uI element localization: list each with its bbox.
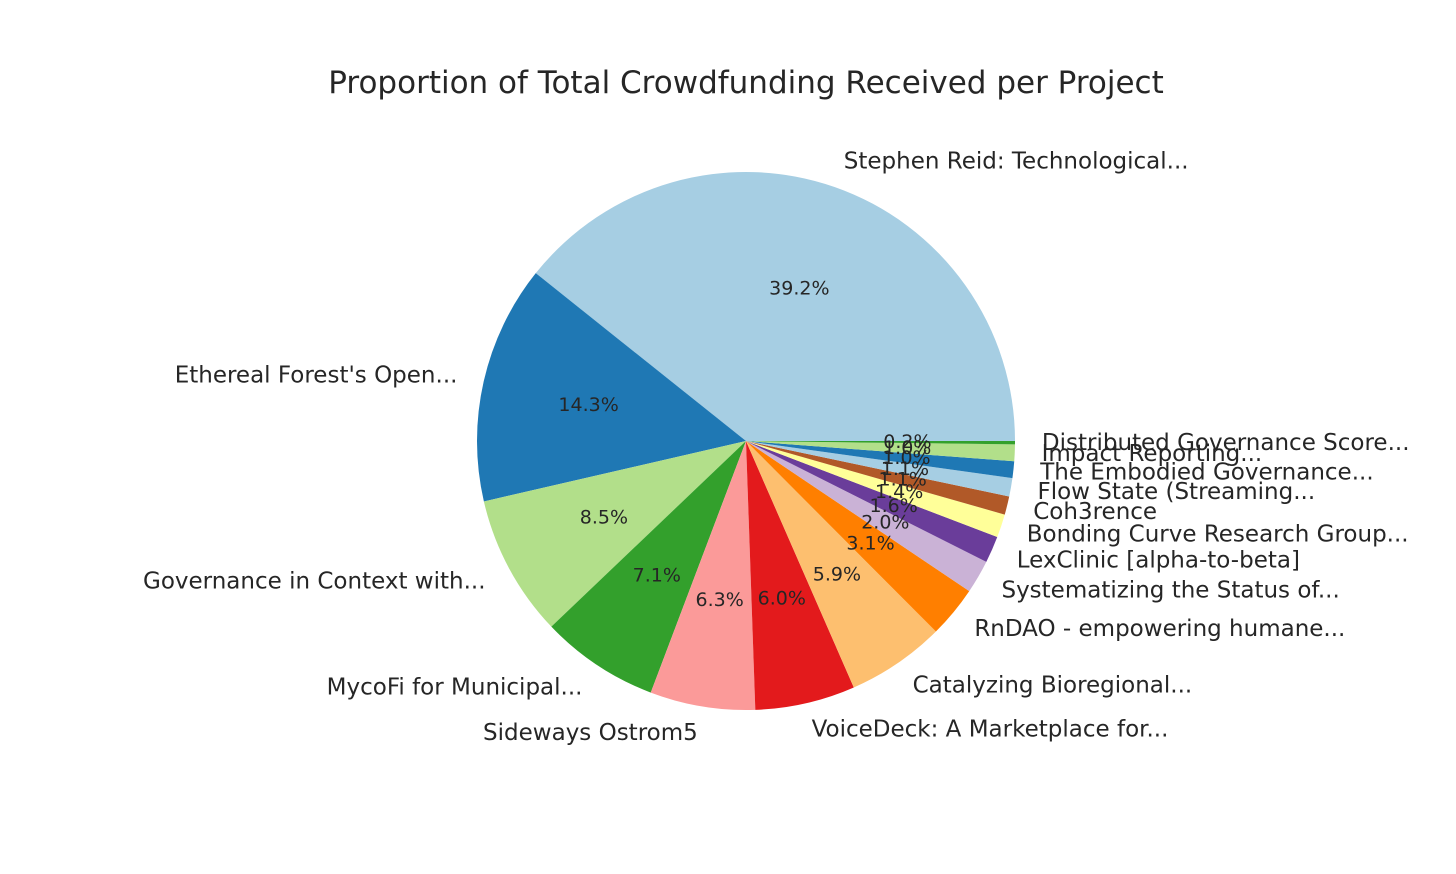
slice-category-label: Coh3rence bbox=[1033, 499, 1157, 525]
pie-slice bbox=[746, 441, 970, 632]
pie-slice bbox=[746, 441, 1010, 515]
slice-category-label: Systematizing the Status of... bbox=[1001, 577, 1339, 603]
pie-slice bbox=[746, 441, 1013, 497]
slice-category-label: RnDAO - empowering humane... bbox=[974, 616, 1345, 642]
pie-slice bbox=[746, 441, 936, 688]
pie-slice bbox=[551, 441, 746, 693]
pie-slice bbox=[483, 441, 746, 627]
slice-percent-label: 1.4% bbox=[875, 481, 923, 503]
pie-slice bbox=[746, 441, 854, 710]
slice-percent-label: 8.5% bbox=[580, 507, 628, 529]
slice-percent-label: 1.1% bbox=[879, 469, 927, 491]
slice-category-label: Flow State (Streaming... bbox=[1037, 479, 1315, 505]
slice-percent-label: 1.6% bbox=[870, 495, 918, 517]
slice-percent-label: 1.0% bbox=[883, 437, 931, 459]
pie-slices bbox=[476, 172, 1015, 710]
percent-labels: 39.2%14.3%8.5%7.1%6.3% 6.0%5.9%3.1%2.0%1.… bbox=[558, 278, 931, 612]
slice-category-label: Impact Reporting... bbox=[1042, 441, 1263, 467]
slice-category-label: MycoFi for Municipal... bbox=[327, 675, 583, 701]
slice-percent-label: 1.0% bbox=[882, 447, 930, 469]
slice-percent-label: 2.0% bbox=[861, 511, 909, 533]
slice-percent-label: 1.1% bbox=[881, 458, 929, 480]
slice-category-label: Ethereal Forest's Open... bbox=[175, 362, 458, 388]
slice-percent-label: 3.1% bbox=[846, 533, 894, 555]
pie-slice bbox=[746, 441, 998, 562]
pie-slice bbox=[535, 172, 1015, 442]
slice-percent-label: 7.1% bbox=[633, 565, 681, 587]
slice-category-label: Governance in Context with... bbox=[143, 568, 485, 594]
slice-category-label: Bonding Curve Research Group... bbox=[1027, 521, 1409, 547]
slice-percent-label: 6.3% bbox=[696, 589, 744, 611]
pie-slice bbox=[746, 441, 987, 592]
slice-category-label: Stephen Reid: Technological... bbox=[844, 149, 1189, 175]
pie-slice bbox=[746, 441, 1005, 538]
slice-category-label: Sideways Ostrom5 bbox=[483, 720, 698, 746]
slice-category-label: VoiceDeck: A Marketplace for... bbox=[812, 717, 1169, 743]
slice-percent-label: 5.9% bbox=[813, 563, 861, 585]
slice-category-label: Distributed Governance Score... bbox=[1042, 430, 1410, 456]
slice-category-label: LexClinic [alpha-to-beta] bbox=[1017, 547, 1300, 573]
slice-percent-label: 6.0% bbox=[758, 587, 806, 609]
pie-slice bbox=[476, 273, 746, 502]
slice-category-label: Catalyzing Bioregional... bbox=[913, 673, 1193, 699]
category-labels: Stephen Reid: Technological... Ethereal F… bbox=[143, 149, 1409, 746]
chart-title: Proportion of Total Crowdfunding Receive… bbox=[328, 65, 1164, 101]
slice-percent-label: 14.3% bbox=[558, 394, 618, 416]
pie-slice bbox=[650, 441, 756, 710]
slice-percent-label: 39.2% bbox=[769, 278, 829, 300]
pie-slice bbox=[746, 441, 1015, 445]
slice-percent-label: 0.2% bbox=[883, 431, 931, 453]
slice-category-label: The Embodied Governance... bbox=[1039, 460, 1373, 486]
pie-slice bbox=[746, 441, 1015, 462]
pie-slice bbox=[746, 441, 1015, 479]
